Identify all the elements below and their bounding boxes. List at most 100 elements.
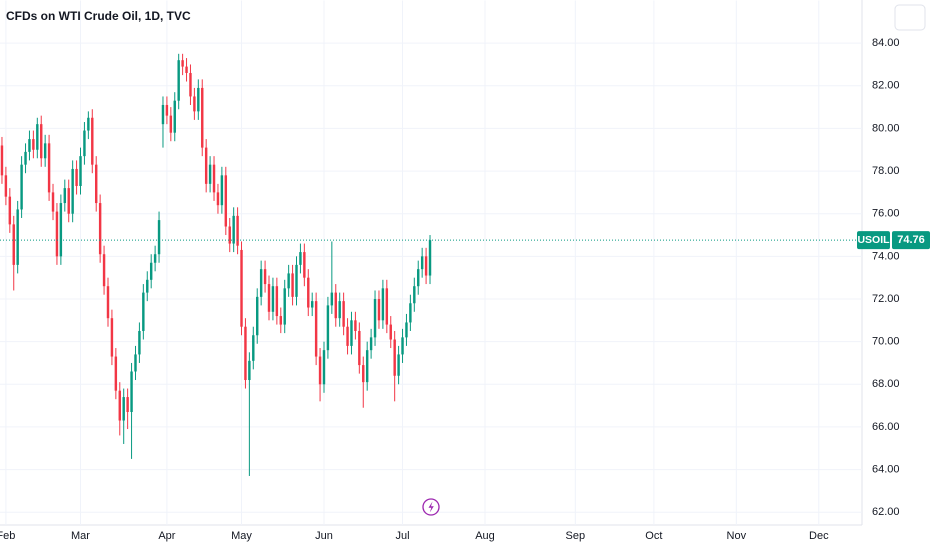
candle-body	[350, 320, 353, 346]
candle-body	[122, 397, 125, 421]
candle-body	[83, 130, 86, 157]
candle-body	[267, 284, 271, 312]
candle-body	[181, 60, 184, 67]
candle-body	[224, 175, 228, 227]
candle-body	[287, 273, 290, 289]
candle-body	[401, 337, 404, 355]
candle-body	[189, 72, 192, 97]
candle-body	[307, 277, 310, 308]
candle-body	[102, 254, 106, 287]
candle-body	[232, 215, 235, 244]
candle-body	[252, 335, 255, 361]
candle-body	[55, 211, 59, 257]
candle-body	[334, 292, 337, 319]
candle-body	[428, 240, 432, 276]
x-tick-label: Aug	[475, 530, 495, 542]
candle-body	[244, 326, 247, 381]
candle-body	[291, 273, 294, 297]
candle-body	[330, 292, 334, 306]
candle-body	[110, 318, 114, 357]
candle-body	[0, 145, 4, 176]
last-price-label: 74.76	[897, 234, 925, 246]
candles	[0, 53, 862, 476]
candle-body	[208, 164, 212, 184]
candle-body	[212, 164, 216, 193]
candle-body	[43, 143, 47, 159]
candle-body	[94, 164, 98, 204]
candle-body	[59, 203, 63, 257]
candle-body	[413, 286, 416, 304]
candle-body	[51, 192, 55, 212]
candle-body	[201, 87, 204, 148]
candle-body	[63, 188, 67, 204]
candle-body	[362, 365, 365, 383]
candle-body	[185, 66, 188, 73]
candle-body	[405, 322, 408, 338]
candle-body	[373, 298, 377, 338]
y-tick-label: 70.00	[872, 336, 900, 348]
candle-body	[79, 156, 82, 186]
candle-body	[149, 262, 153, 280]
candle-body	[146, 279, 149, 293]
candle-body	[138, 330, 141, 355]
candle-body	[240, 249, 243, 327]
candle-body	[47, 143, 51, 193]
y-tick-label: 62.00	[872, 506, 900, 518]
candle-body	[259, 269, 263, 297]
candle-body	[67, 188, 70, 214]
settings-button[interactable]	[894, 4, 926, 31]
candle-body	[409, 303, 412, 323]
candle-body	[322, 350, 326, 385]
candle-body	[75, 168, 78, 186]
candle-body	[369, 337, 373, 351]
candle-body	[393, 339, 396, 376]
candle-body	[165, 104, 169, 116]
candle-body	[173, 100, 176, 133]
candle-body	[303, 252, 306, 278]
candle-body	[28, 139, 31, 152]
candle-body	[114, 356, 118, 391]
candle-body	[106, 286, 110, 319]
axis-labels: 62.00 64.00 66.00 68.00 70.00 72.00 74.00 76.00…	[0, 37, 930, 542]
y-tick-label: 72.00	[872, 293, 900, 305]
x-tick-label: Mar	[71, 530, 90, 542]
candle-body	[248, 360, 251, 381]
candle-body	[275, 286, 279, 317]
candle-body	[12, 224, 15, 265]
chart-title: CFDs on WTI Crude Oil, 1D, TVC	[6, 9, 191, 23]
candle-body	[161, 104, 165, 125]
symbol-tag	[857, 231, 890, 250]
candle-body	[263, 269, 267, 285]
candle-body	[381, 288, 385, 321]
candle-body	[338, 301, 341, 319]
candle-body	[358, 330, 361, 366]
candle-body	[271, 286, 275, 312]
x-tick-label: Jun	[315, 530, 333, 542]
candle-body	[91, 117, 94, 165]
candle-body	[417, 269, 420, 287]
candle-body	[24, 151, 27, 165]
candle-body	[256, 296, 259, 336]
x-tick-label: Oct	[645, 530, 662, 542]
candle-body	[169, 115, 173, 133]
candle-body	[220, 175, 224, 206]
candle-body	[314, 301, 318, 357]
y-tick-label: 64.00	[872, 463, 900, 475]
candle-body	[16, 209, 19, 265]
candle-body	[283, 288, 286, 325]
candle-body	[126, 397, 129, 412]
candle-body	[71, 168, 74, 214]
candle-body	[377, 298, 381, 321]
candle-body	[389, 324, 392, 340]
candle-body	[326, 305, 330, 351]
y-tick-label: 80.00	[872, 122, 900, 134]
candle-body	[8, 196, 12, 225]
y-tick-label: 82.00	[872, 80, 900, 92]
candle-body	[310, 301, 314, 308]
candle-body	[354, 320, 357, 331]
candle-body	[193, 96, 196, 112]
price-tag	[892, 231, 930, 250]
candle-body	[153, 254, 157, 263]
candle-body	[318, 356, 322, 385]
